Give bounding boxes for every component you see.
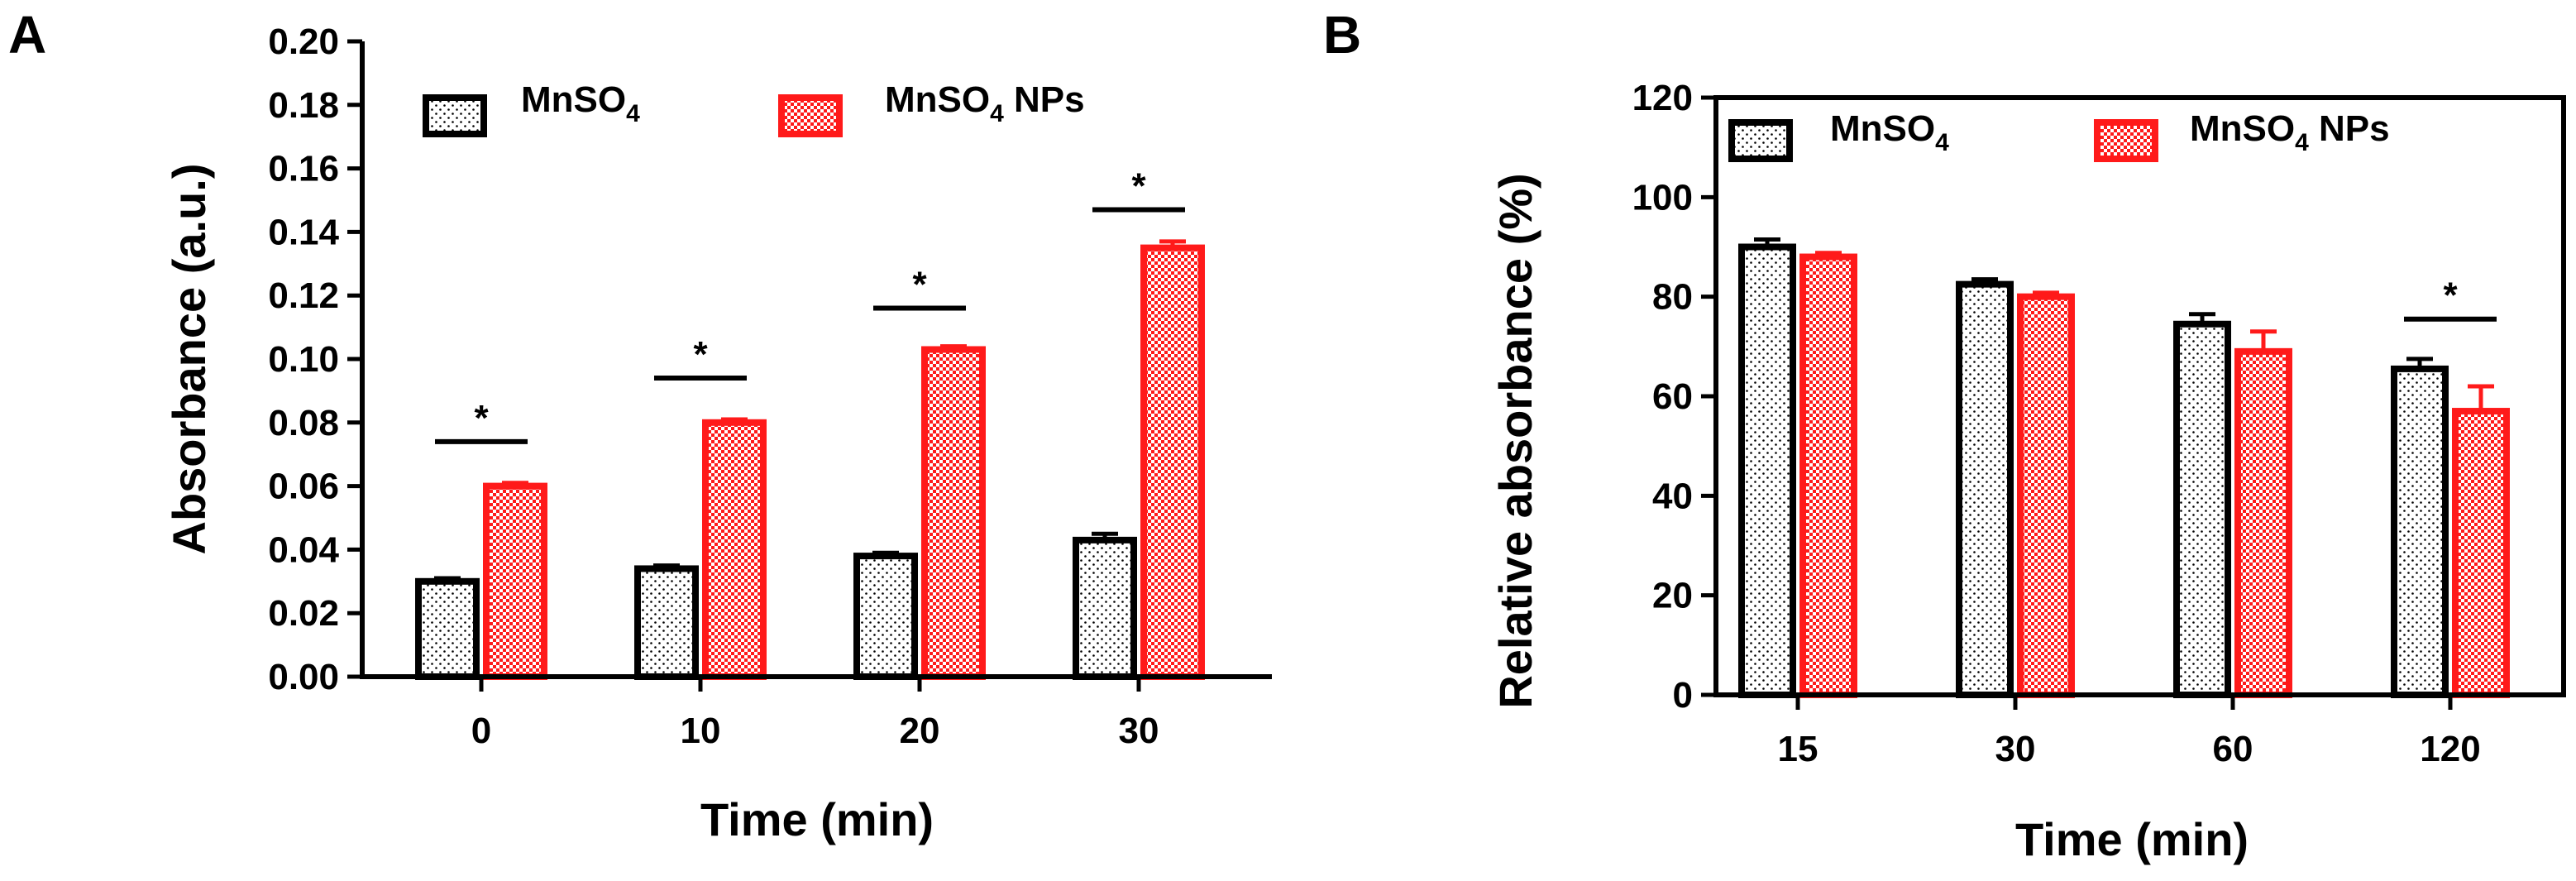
legend-text-base: MnSO <box>1830 108 1935 149</box>
legend-swatch-mnso4-nps <box>778 94 843 137</box>
y-tick-label: 0.06 <box>268 467 339 507</box>
y-tick-label: 0.12 <box>268 275 339 316</box>
bar-mnso4-nps-15 <box>1799 253 1857 698</box>
bar-mnso4-20 <box>853 553 918 681</box>
bar-mnso4-60 <box>2173 320 2231 698</box>
legend-text-subscript: 4 <box>626 100 640 127</box>
y-tick-label: 0.10 <box>268 339 339 380</box>
x-tick-label: 30 <box>1995 729 2036 769</box>
x-tick-label: 120 <box>2420 729 2480 769</box>
y-tick-label: 60 <box>1652 376 1693 417</box>
y-tick-label: 0.18 <box>268 85 339 126</box>
legend-text-subscript: 4 <box>990 100 1004 127</box>
bar-mnso4-120 <box>2391 365 2449 698</box>
legend-label-mnso4: MnSO4 <box>521 79 640 127</box>
bar-mnso4-nps-10 <box>702 419 767 680</box>
legend-text-base: MnSO <box>521 79 626 120</box>
bar-mnso4-15 <box>1738 243 1796 698</box>
panel-b-chart: B * 0 20 40 60 80 100 120 15 30 60 120 Time (min) Rela… <box>1323 5 2566 865</box>
legend-swatch-mnso4 <box>1728 119 1793 162</box>
panel-a-chart: A * * * * 0.00 0.02 0.04 0.06 0.08 0.10 0.12 0.14 0.1… <box>8 5 1272 845</box>
bar-mnso4-nps-0 <box>483 482 547 680</box>
significance-star: * <box>693 334 708 375</box>
bar-mnso4-0 <box>415 577 480 680</box>
panel-label: A <box>8 5 46 65</box>
x-tick-label: 60 <box>2213 729 2253 769</box>
legend-text-subscript: 4 <box>2295 129 2309 156</box>
significance-star: * <box>474 398 489 438</box>
bar-mnso4-nps-120 <box>2452 408 2510 698</box>
legend-swatch-mnso4-nps <box>2094 119 2158 162</box>
legend-text-suffix: NPs <box>2309 108 2390 149</box>
significance-star: * <box>1131 166 1146 207</box>
panel-label: B <box>1323 5 1361 65</box>
x-tick-label: 15 <box>1778 729 1818 769</box>
legend-text-base: MnSO <box>2190 108 2295 149</box>
legend-text-suffix: NPs <box>1004 79 1085 120</box>
bar-mnso4-nps-30 <box>1140 244 1205 681</box>
y-tick-label: 100 <box>1632 177 1693 218</box>
x-tick-label: 20 <box>900 711 940 751</box>
bar-mnso4-nps-60 <box>2234 347 2292 698</box>
legend-text-base: MnSO <box>885 79 990 120</box>
bar-mnso4-30 <box>1073 536 1137 680</box>
bar-mnso4-10 <box>634 565 699 680</box>
bar-mnso4-nps-30 <box>2017 293 2075 698</box>
y-tick-label: 20 <box>1652 576 1693 616</box>
y-tick-label: 0.14 <box>268 212 339 252</box>
y-tick-label: 0.04 <box>268 529 339 570</box>
x-axis-title: Time (min) <box>2015 813 2249 865</box>
legend-label-mnso4-nps: MnSO4 NPs <box>885 79 1085 127</box>
significance-star: * <box>2443 275 2458 316</box>
bar-mnso4-30 <box>1956 280 2014 698</box>
y-tick-label: 0.20 <box>268 22 339 62</box>
y-axis-title: Relative absorbance (%) <box>1489 173 1541 708</box>
y-tick-label: 0.00 <box>268 657 339 697</box>
significance-star: * <box>912 265 927 305</box>
y-tick-label: 0 <box>1673 675 1693 716</box>
legend-text-subscript: 4 <box>1935 129 1949 156</box>
x-tick-label: 30 <box>1119 711 1159 751</box>
y-tick-label: 0.08 <box>268 403 339 443</box>
x-axis-title: Time (min) <box>700 793 934 845</box>
y-tick-label: 0.16 <box>268 149 339 189</box>
y-axis-title: Absorbance (a.u.) <box>163 164 215 555</box>
legend-label-mnso4: MnSO4 <box>1830 108 1949 156</box>
y-tick-label: 120 <box>1632 78 1693 118</box>
y-tick-label: 0.02 <box>268 593 339 634</box>
y-tick-label: 80 <box>1652 277 1693 318</box>
y-tick-label: 40 <box>1652 476 1693 516</box>
legend-swatch-mnso4 <box>423 94 487 137</box>
x-tick-label: 0 <box>471 711 491 751</box>
bar-mnso4-nps-20 <box>921 346 986 680</box>
x-tick-label: 10 <box>681 711 721 751</box>
legend-label-mnso4-nps: MnSO4 NPs <box>2190 108 2390 156</box>
